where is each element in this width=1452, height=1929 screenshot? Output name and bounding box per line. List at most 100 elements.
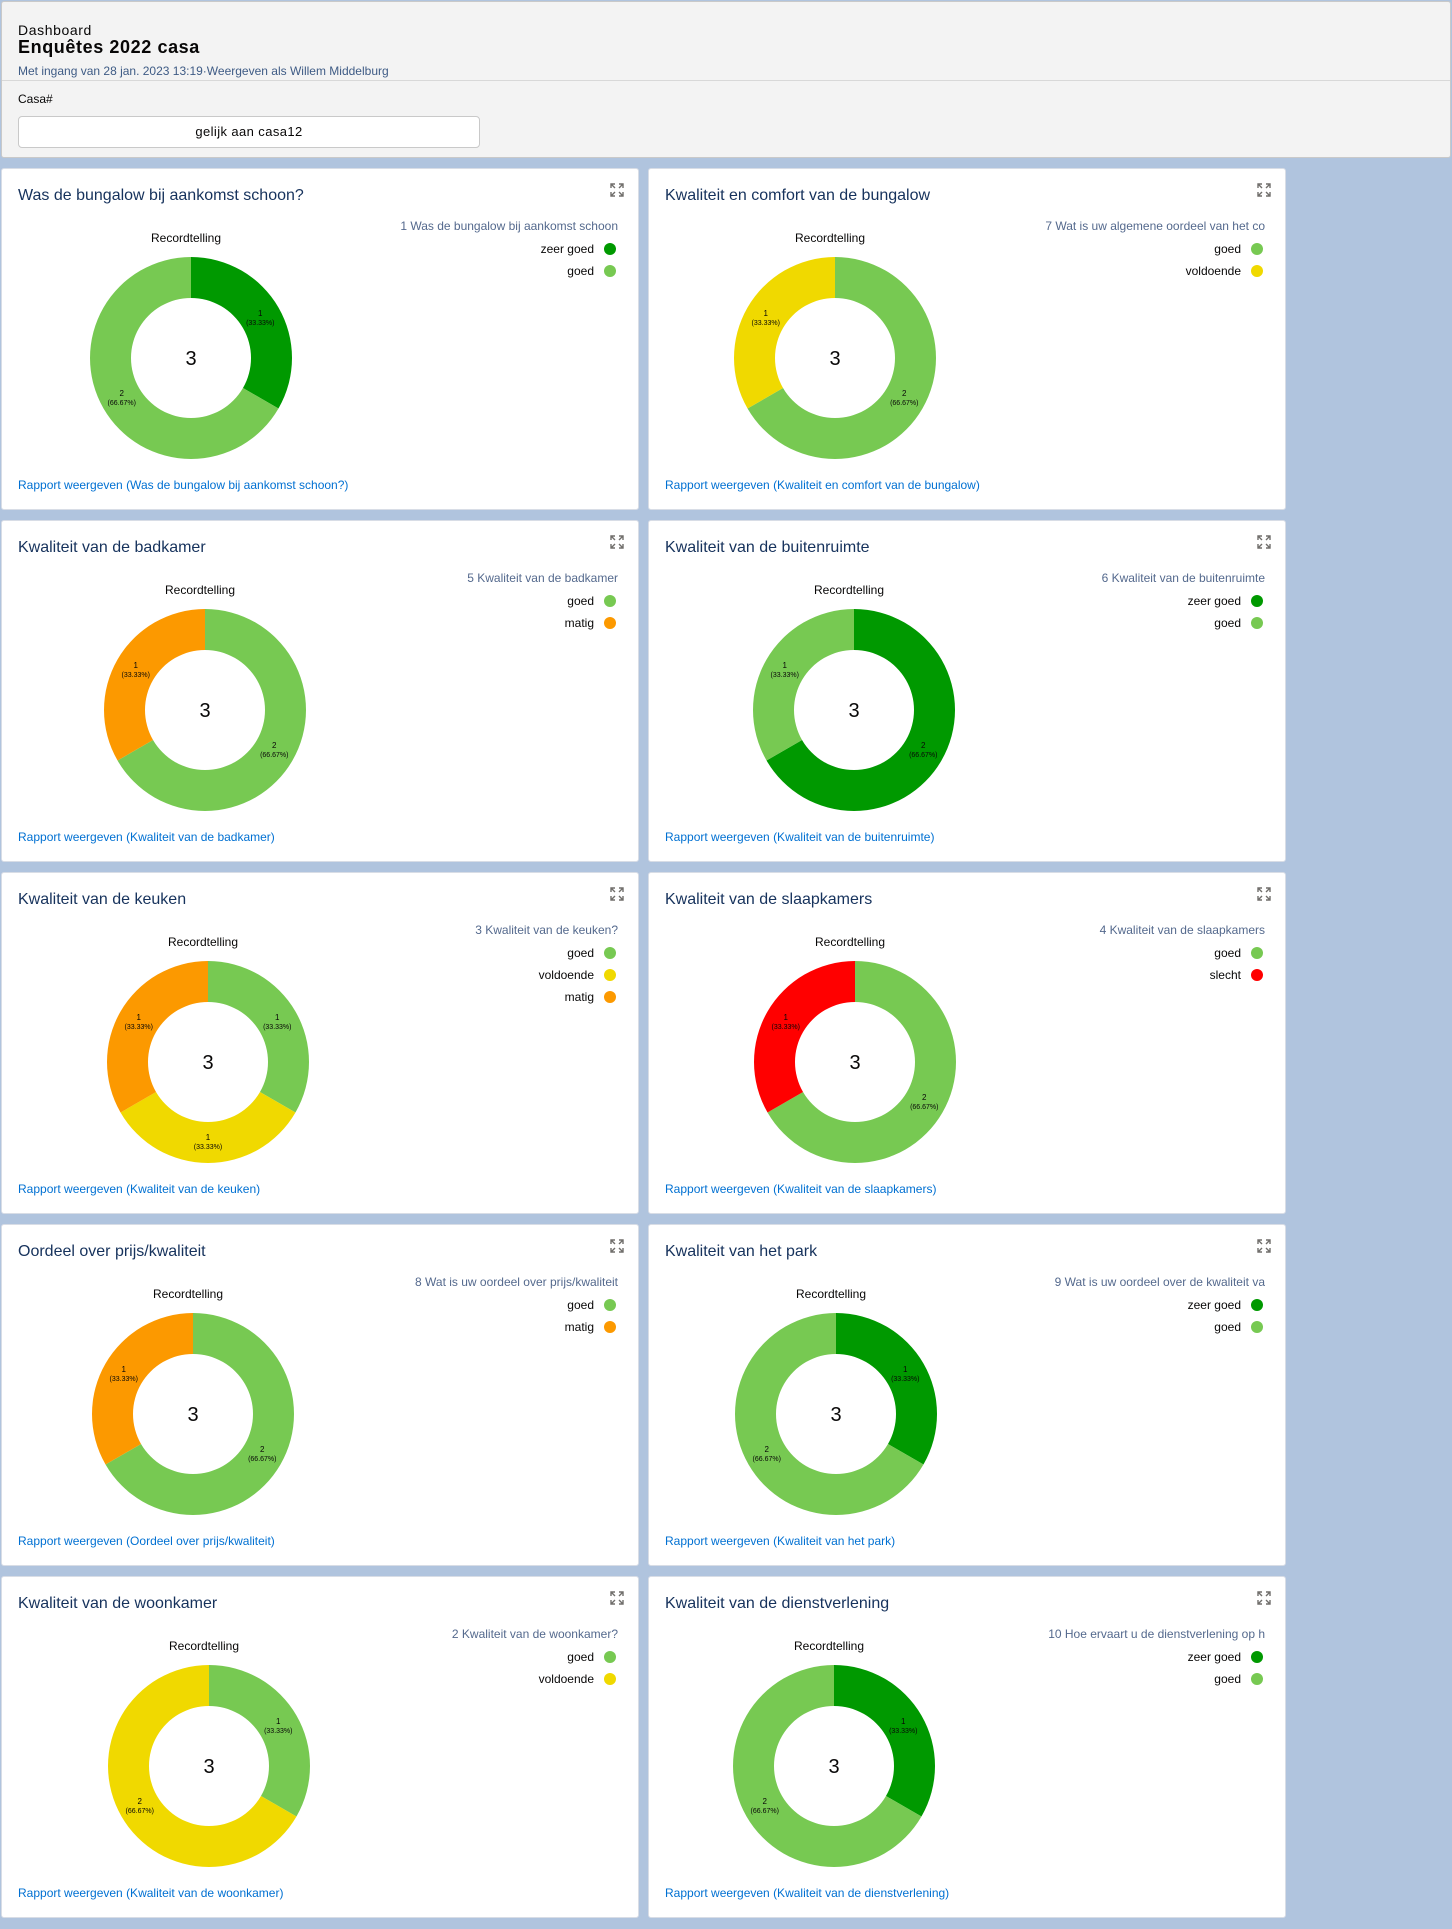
expand-icon[interactable] xyxy=(610,887,624,901)
donut-slice[interactable] xyxy=(105,1313,294,1515)
slice-percent-label: (33.33%) xyxy=(771,672,799,679)
legend-item[interactable]: voldoende xyxy=(539,1671,616,1687)
donut-slice[interactable] xyxy=(767,961,956,1163)
legend-item[interactable]: zeer goed xyxy=(1188,1297,1263,1313)
legend-label: goed xyxy=(1214,616,1241,630)
donut-center-total: 3 xyxy=(187,1404,198,1426)
legend-item[interactable]: matig xyxy=(565,615,616,631)
legend-item[interactable]: goed xyxy=(567,1297,616,1313)
legend-item[interactable]: zeer goed xyxy=(1188,593,1263,609)
donut-slice[interactable] xyxy=(834,1665,935,1817)
donut-slice[interactable] xyxy=(90,257,279,459)
donut-slice[interactable] xyxy=(209,1665,310,1817)
view-report-link[interactable]: Rapport weergeven (Kwaliteit van de dien… xyxy=(665,1886,950,1900)
legend-marker xyxy=(1251,243,1263,255)
view-report-link[interactable]: Rapport weergeven (Kwaliteit van het par… xyxy=(665,1534,896,1548)
slice-value-label: 1 xyxy=(783,1013,788,1022)
chart-label: Recordtelling xyxy=(813,583,885,597)
view-report-link[interactable]: Rapport weergeven (Kwaliteit van de badk… xyxy=(18,830,275,844)
legend-item[interactable]: slecht xyxy=(1210,967,1263,983)
legend-marker xyxy=(1251,1673,1263,1685)
legend-title: 6 Kwaliteit van de buitenruimte xyxy=(1101,571,1265,585)
legend-title: 4 Kwaliteit van de slaapkamers xyxy=(1099,923,1265,937)
card-title: Kwaliteit van de badkamer xyxy=(18,539,206,556)
view-report-link[interactable]: Rapport weergeven (Was de bungalow bij a… xyxy=(18,478,349,492)
legend-label: matig xyxy=(564,990,594,1004)
view-report-link[interactable]: Rapport weergeven (Kwaliteit van de keuk… xyxy=(18,1182,261,1196)
view-report-link[interactable]: Rapport weergeven (Kwaliteit van de buit… xyxy=(665,830,935,844)
donut-slice[interactable] xyxy=(754,961,855,1113)
view-report-link[interactable]: Rapport weergeven (Oordeel over prijs/kw… xyxy=(18,1534,275,1548)
donut-slice[interactable] xyxy=(734,257,835,409)
legend-item[interactable]: goed xyxy=(1214,945,1263,961)
legend-item[interactable]: voldoende xyxy=(539,967,616,983)
slice-percent-label: (66.67%) xyxy=(909,752,937,759)
legend-item[interactable]: goed xyxy=(1214,1671,1263,1687)
expand-icon[interactable] xyxy=(1257,535,1271,549)
expand-icon[interactable] xyxy=(1257,1239,1271,1253)
legend-marker xyxy=(1251,617,1263,629)
donut-slice[interactable] xyxy=(766,609,955,811)
donut-slice[interactable] xyxy=(92,1313,193,1465)
dashboard-subtitle: Met ingang van 28 jan. 2023 13:19·Weerge… xyxy=(18,64,389,78)
donut-slice[interactable] xyxy=(208,961,309,1113)
donut-chart: 2 (66.67%) 1 (33.33%) 3 xyxy=(104,609,306,811)
donut-slice[interactable] xyxy=(107,961,208,1113)
donut-slice[interactable] xyxy=(753,609,854,761)
donut-slice[interactable] xyxy=(836,1313,937,1465)
slice-value-label: 1 xyxy=(903,1365,908,1374)
legend-item[interactable]: goed xyxy=(567,593,616,609)
slice-percent-label: (66.67%) xyxy=(108,400,136,407)
slice-value-label: 1 xyxy=(782,661,787,670)
view-report-link[interactable]: Rapport weergeven (Kwaliteit en comfort … xyxy=(665,478,980,492)
header-divider xyxy=(2,80,1450,81)
legend-item[interactable]: goed xyxy=(1214,1319,1263,1335)
donut-slice[interactable] xyxy=(191,257,292,409)
donut-slice[interactable] xyxy=(733,1665,922,1867)
legend-item[interactable]: goed xyxy=(567,945,616,961)
expand-icon[interactable] xyxy=(610,1239,624,1253)
expand-icon[interactable] xyxy=(1257,183,1271,197)
card-title: Kwaliteit van de dienstverlening xyxy=(665,1595,890,1612)
legend-item[interactable]: goed xyxy=(1214,241,1263,257)
donut-slice[interactable] xyxy=(735,1313,924,1515)
legend-item[interactable]: zeer goed xyxy=(1188,1649,1263,1665)
slice-value-label: 2 xyxy=(762,1797,767,1806)
legend-item[interactable]: matig xyxy=(565,989,616,1005)
donut-slice[interactable] xyxy=(117,609,306,811)
slice-value-label: 2 xyxy=(764,1445,769,1454)
expand-icon[interactable] xyxy=(610,1591,624,1605)
slice-percent-label: (66.67%) xyxy=(260,752,288,759)
expand-icon[interactable] xyxy=(610,535,624,549)
view-report-link[interactable]: Rapport weergeven (Kwaliteit van de slaa… xyxy=(665,1182,937,1196)
legend-marker xyxy=(1251,1299,1263,1311)
dashboard-header: Dashboard Enquêtes 2022 casa Met ingang … xyxy=(1,1,1451,158)
expand-icon[interactable] xyxy=(610,183,624,197)
donut-slice[interactable] xyxy=(747,257,936,459)
slice-percent-label: (33.33%) xyxy=(246,320,274,327)
header-label: Dashboard xyxy=(18,22,92,38)
donut-slice[interactable] xyxy=(104,609,205,761)
donut-slice[interactable] xyxy=(108,1665,297,1867)
slice-percent-label: (66.67%) xyxy=(890,400,918,407)
donut-slice[interactable] xyxy=(120,1092,296,1163)
slice-value-label: 1 xyxy=(121,1365,126,1374)
legend-item[interactable]: matig xyxy=(565,1319,616,1335)
donut-center-total: 3 xyxy=(185,348,196,370)
legend-item[interactable]: goed xyxy=(1214,615,1263,631)
card-title: Kwaliteit van het park xyxy=(665,1243,818,1260)
casa-filter-button[interactable]: gelijk aan casa12 xyxy=(18,116,480,148)
legend-marker xyxy=(604,617,616,629)
chart-label: Recordtelling xyxy=(814,935,886,949)
donut-center-total: 3 xyxy=(830,1404,841,1426)
legend-item[interactable]: zeer goed xyxy=(541,241,616,257)
legend-marker xyxy=(604,1673,616,1685)
expand-icon[interactable] xyxy=(1257,887,1271,901)
legend-item[interactable]: voldoende xyxy=(1186,263,1263,279)
legend-item[interactable]: goed xyxy=(567,1649,616,1665)
expand-icon[interactable] xyxy=(1257,1591,1271,1605)
legend-item[interactable]: goed xyxy=(567,263,616,279)
dashboard-title: Enquêtes 2022 casa xyxy=(18,37,200,57)
view-report-link[interactable]: Rapport weergeven (Kwaliteit van de woon… xyxy=(18,1886,284,1900)
donut-chart: 1 (33.33%) 2 (66.67%) 3 xyxy=(733,1665,935,1867)
